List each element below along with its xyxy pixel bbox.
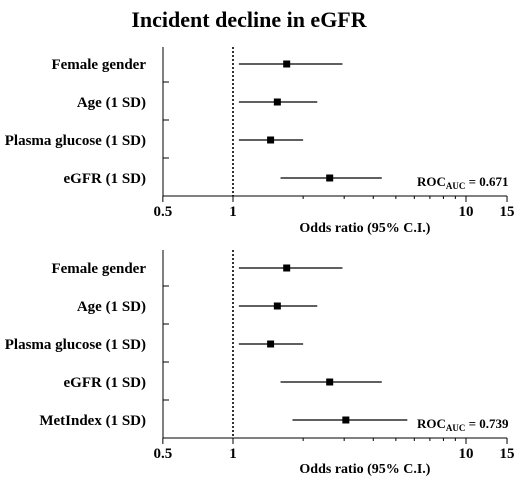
roc-auc-annotation: ROCAUC = 0.739 bbox=[417, 416, 509, 433]
x-tick-label: 0.5 bbox=[153, 446, 172, 462]
x-tick-label: 15 bbox=[500, 204, 515, 220]
x-axis-label: Odds ratio (95% C.I.) bbox=[299, 221, 430, 236]
row-label: Plasma glucose (1 SD) bbox=[5, 133, 146, 149]
point-estimate bbox=[326, 174, 334, 182]
point-estimate bbox=[326, 378, 334, 386]
row-label: eGFR (1 SD) bbox=[64, 375, 147, 391]
x-tick-label: 10 bbox=[459, 204, 474, 220]
row-label: Female gender bbox=[51, 57, 146, 73]
x-tick-label: 15 bbox=[500, 446, 515, 462]
row-label: MetIndex (1 SD) bbox=[39, 413, 146, 429]
point-estimate bbox=[283, 264, 291, 272]
x-tick-label: 10 bbox=[459, 446, 474, 462]
x-tick-label: 0.5 bbox=[153, 204, 172, 220]
point-estimate bbox=[273, 302, 281, 310]
x-tick-label: 1 bbox=[229, 204, 237, 220]
point-estimate bbox=[283, 60, 291, 68]
x-axis-label: Odds ratio (95% C.I.) bbox=[299, 462, 430, 477]
point-estimate bbox=[267, 136, 275, 144]
point-estimate bbox=[342, 416, 350, 424]
roc-auc-annotation: ROCAUC = 0.671 bbox=[417, 174, 509, 191]
row-label: eGFR (1 SD) bbox=[64, 171, 147, 187]
forest-panel-1: 0.5 1 10 15 Odds ratio (95% C.I.) Female gend… bbox=[5, 47, 515, 236]
row-label: Age (1 SD) bbox=[77, 299, 146, 315]
row-label: Female gender bbox=[51, 261, 146, 277]
row-label: Age (1 SD) bbox=[77, 95, 146, 111]
forest-panel-2: 0.5 1 10 15 Odds ratio (95% C.I.) Female gend… bbox=[5, 250, 515, 477]
point-estimate bbox=[267, 340, 275, 348]
x-tick-label: 1 bbox=[229, 446, 237, 462]
row-label: Plasma glucose (1 SD) bbox=[5, 337, 146, 353]
point-estimate bbox=[273, 98, 281, 106]
figure-title: Incident decline in eGFR bbox=[131, 7, 367, 32]
